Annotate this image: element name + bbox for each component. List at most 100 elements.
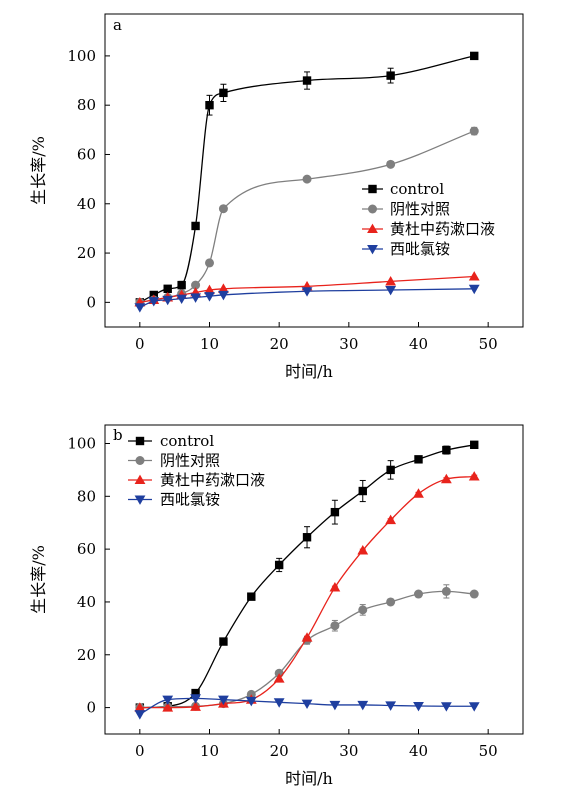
data-point — [469, 126, 479, 136]
data-point — [273, 698, 285, 708]
data-point — [218, 290, 229, 301]
series-3 — [134, 284, 480, 313]
x-axis-title: 时间/h — [285, 769, 333, 788]
data-point — [204, 292, 215, 302]
x-tick-label: 10 — [200, 742, 219, 760]
data-point — [385, 285, 397, 296]
series-3 — [134, 694, 480, 720]
data-point — [191, 221, 200, 231]
legend-item: 黄杜中药漱口液 — [128, 471, 265, 489]
data-point — [205, 100, 214, 110]
x-tick-label: 10 — [200, 335, 219, 353]
data-point — [302, 76, 312, 85]
data-point — [386, 159, 396, 169]
panel-a: 0 10 20 30 40 50 0 20 40 60 80 100 时间/h 生长率/% a control… — [29, 13, 524, 381]
legend-label: 西吡氯铵 — [390, 240, 450, 258]
y-tick-label: 0 — [86, 293, 96, 311]
data-point — [148, 297, 160, 307]
data-point — [468, 271, 480, 281]
x-tick-label: 0 — [135, 742, 145, 760]
legend-item: 西吡氯铵 — [362, 240, 450, 258]
legend-label: control — [160, 432, 214, 450]
series-0 — [135, 51, 479, 307]
y-tick-label: 100 — [67, 434, 96, 452]
legend-item: 黄杜中药漱口液 — [362, 220, 495, 238]
data-point — [413, 488, 424, 498]
y-tick-label: 20 — [77, 646, 96, 664]
data-point — [440, 473, 452, 484]
legend-label: 黄杜中药漱口液 — [160, 471, 265, 489]
legend-item: 阴性对照 — [128, 452, 220, 470]
legend-label: 阴性对照 — [390, 200, 450, 218]
data-point — [273, 673, 285, 683]
legend-label: 黄杜中药漱口液 — [390, 220, 495, 238]
x-tick-label: 30 — [339, 335, 358, 353]
data-point — [385, 514, 397, 525]
data-point — [414, 455, 423, 464]
data-point — [469, 589, 479, 599]
y-axis-title: 生长率/% — [29, 545, 48, 614]
series-line — [139, 475, 475, 709]
data-point — [219, 88, 228, 98]
data-point — [386, 465, 395, 475]
y-axis-title: 生长率/% — [29, 136, 48, 205]
legend-marker — [134, 474, 146, 485]
data-point — [468, 702, 480, 712]
data-point — [191, 280, 201, 290]
legend-label: control — [390, 180, 444, 198]
data-point — [190, 701, 201, 711]
x-tick-label: 30 — [339, 742, 358, 760]
data-point — [442, 445, 451, 455]
series-2 — [134, 471, 480, 712]
data-point — [386, 71, 395, 80]
x-tick-label: 50 — [479, 335, 498, 353]
data-point — [385, 276, 397, 286]
legend-marker — [368, 204, 377, 214]
data-point — [162, 295, 174, 306]
y-tick-label: 40 — [77, 195, 96, 213]
y-tick-label: 40 — [77, 593, 96, 611]
legend-item: 西吡氯铵 — [128, 491, 220, 509]
panel-letter: a — [113, 16, 122, 34]
data-point — [162, 695, 174, 706]
data-point — [329, 700, 341, 711]
y-tick-label: 60 — [77, 540, 96, 558]
data-point — [162, 702, 174, 712]
data-point — [413, 701, 424, 712]
panel-letter: b — [113, 426, 123, 444]
x-tick-label: 40 — [409, 742, 428, 760]
data-point — [302, 533, 312, 542]
legend-marker — [135, 436, 145, 446]
legend-item: 阴性对照 — [362, 200, 450, 218]
data-point — [468, 284, 480, 295]
data-point — [204, 284, 215, 295]
data-point — [219, 637, 228, 646]
x-tick-label: 0 — [135, 335, 145, 353]
y-tick-label: 60 — [77, 145, 96, 163]
data-point — [218, 695, 229, 706]
data-point — [440, 702, 452, 712]
plot-frame — [104, 424, 524, 735]
data-point — [470, 51, 479, 61]
data-point — [441, 586, 451, 596]
data-point — [357, 700, 369, 711]
y-tick-label: 0 — [86, 699, 96, 717]
data-point — [274, 560, 284, 570]
data-point — [302, 174, 312, 184]
y-tick-label: 80 — [77, 487, 96, 505]
data-point — [301, 287, 313, 297]
data-point — [218, 283, 229, 293]
data-point — [245, 696, 257, 707]
data-point — [358, 486, 367, 496]
data-point — [330, 507, 340, 517]
series-1 — [135, 584, 479, 713]
series-line — [139, 590, 475, 709]
legend-marker — [135, 456, 145, 465]
y-tick-label: 100 — [67, 47, 96, 65]
x-tick-label: 20 — [270, 742, 289, 760]
y-tick-label: 80 — [77, 96, 96, 114]
data-point — [385, 701, 397, 711]
data-point — [176, 294, 188, 305]
